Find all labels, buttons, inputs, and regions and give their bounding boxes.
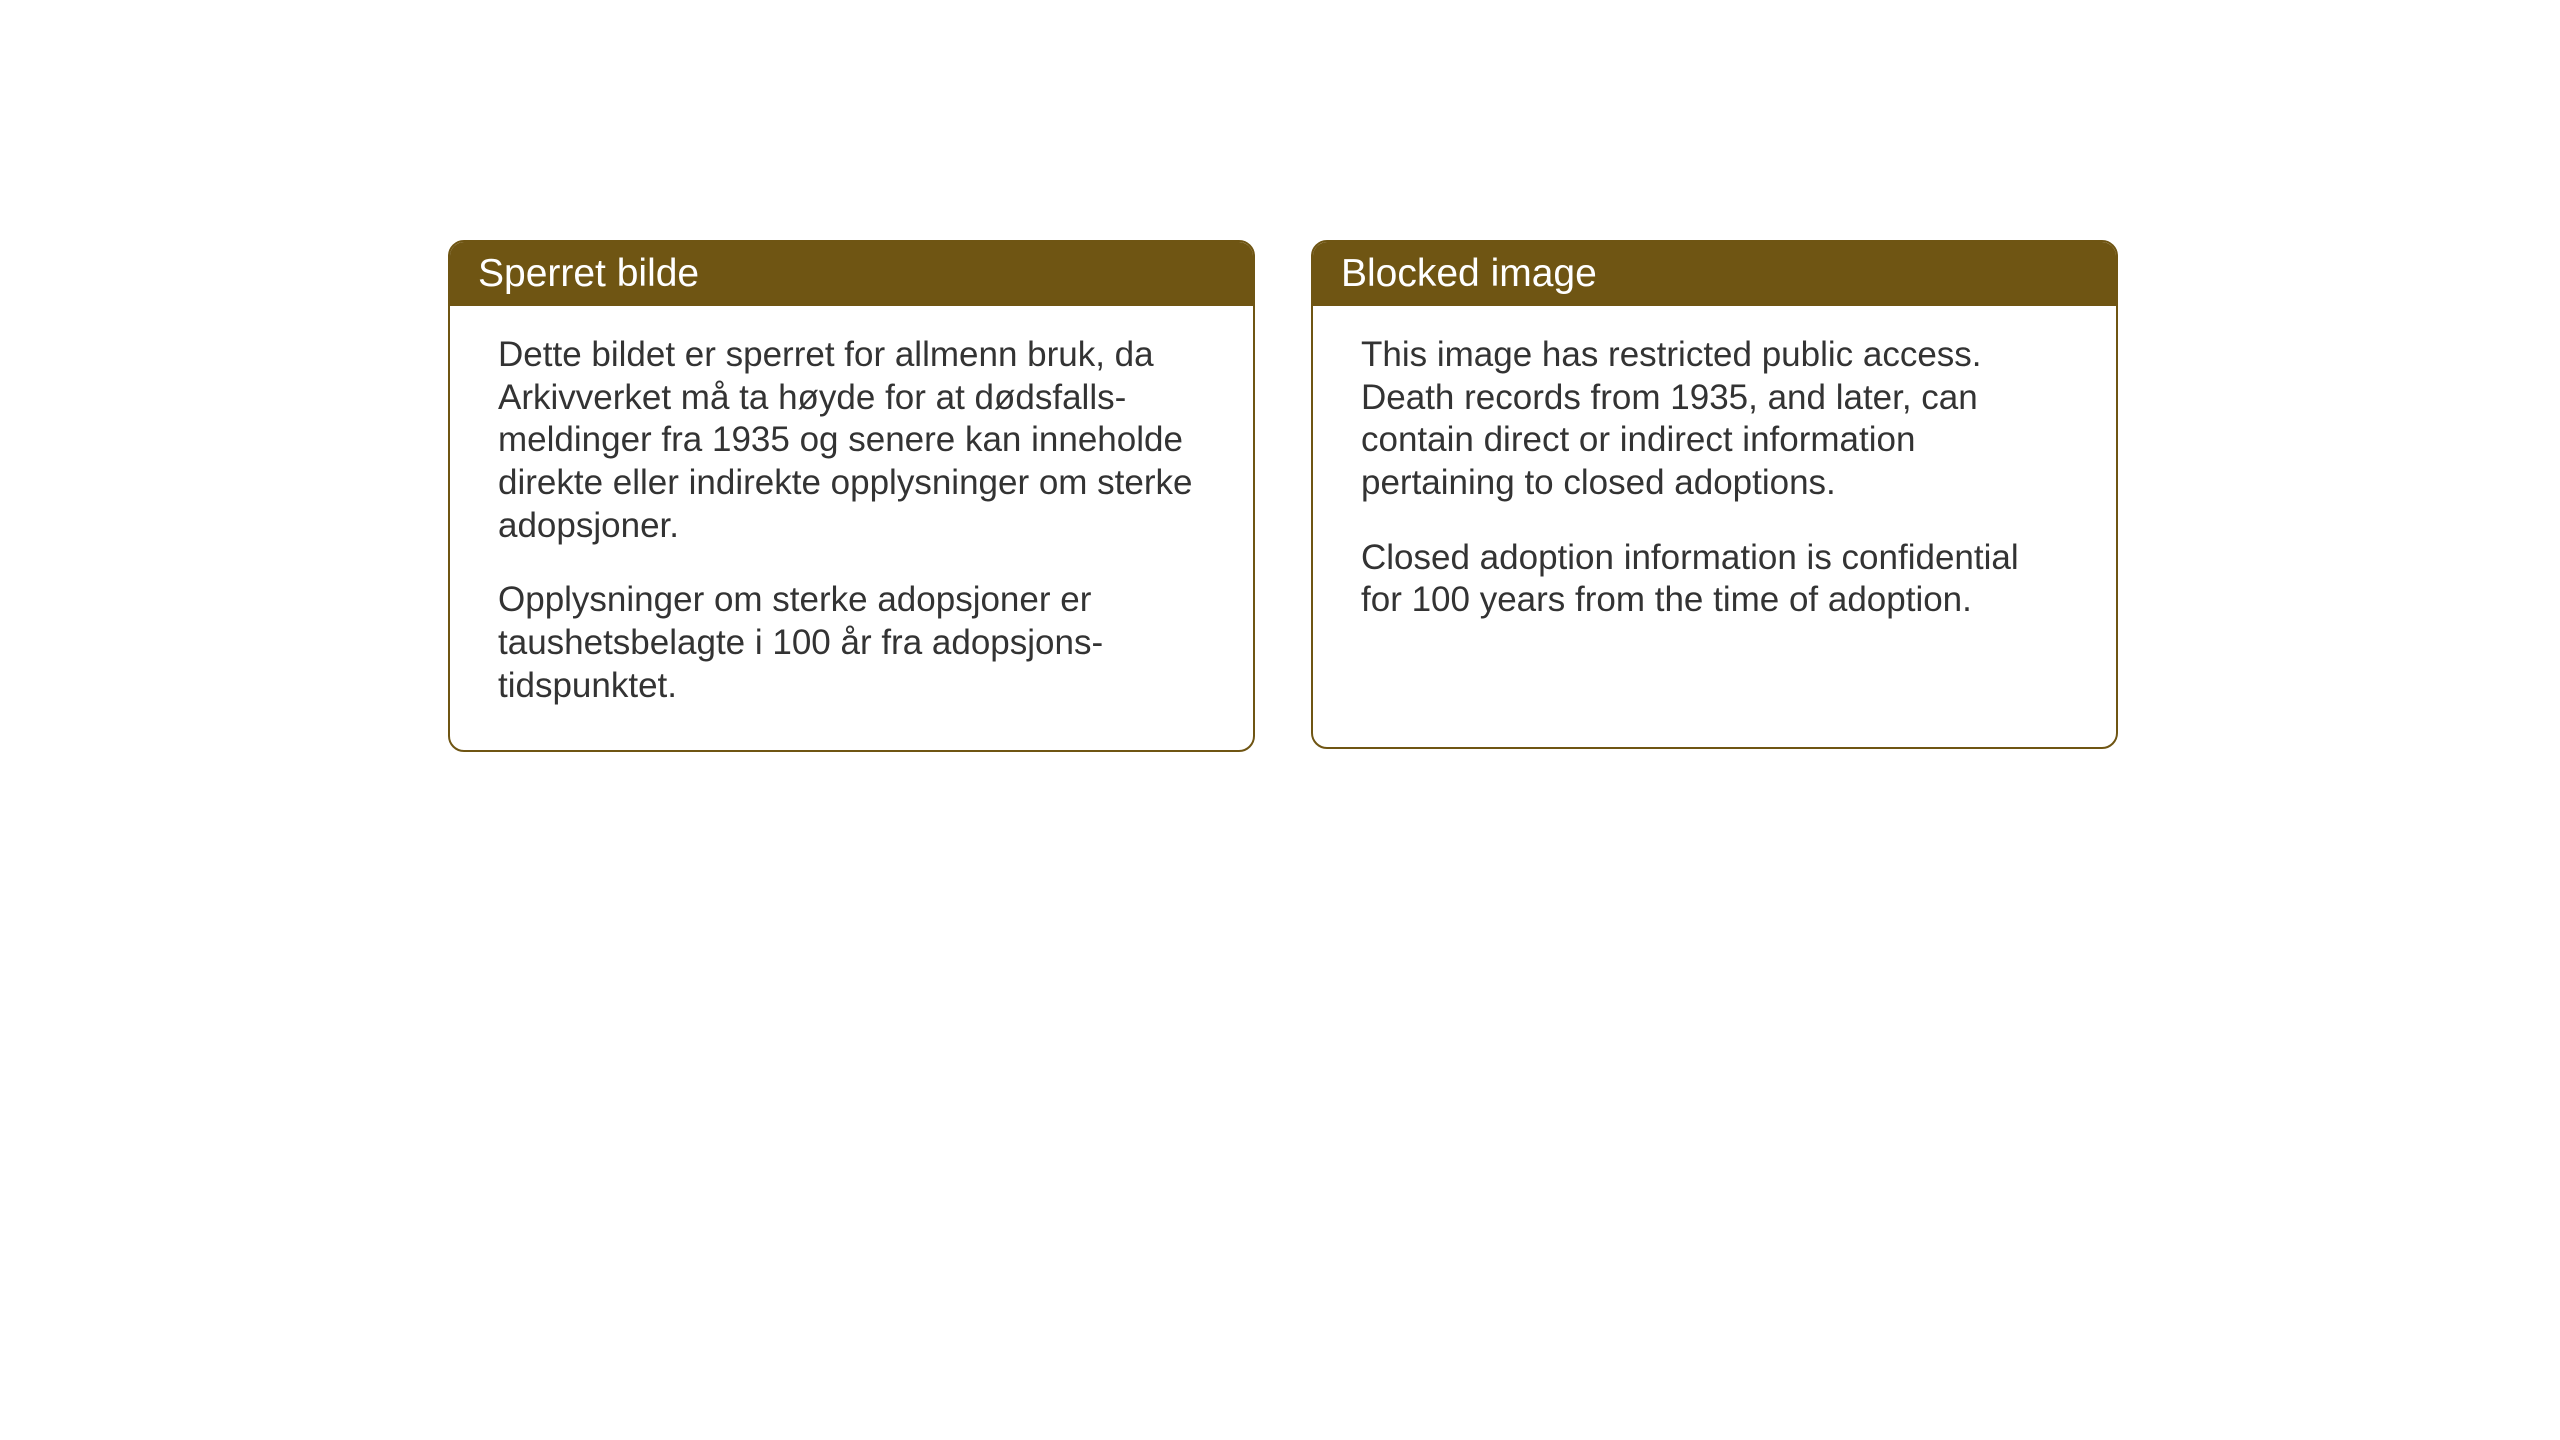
info-box-body-english: This image has restricted public access.… bbox=[1313, 306, 2116, 664]
info-boxes-container: Sperret bilde Dette bildet er sperret fo… bbox=[448, 240, 2118, 752]
info-text-paragraph: Dette bildet er sperret for allmenn bruk… bbox=[498, 334, 1205, 547]
info-box-header-norwegian: Sperret bilde bbox=[450, 242, 1253, 306]
info-text-paragraph: Opplysninger om sterke adopsjoner er tau… bbox=[498, 579, 1205, 707]
info-box-norwegian: Sperret bilde Dette bildet er sperret fo… bbox=[448, 240, 1255, 752]
info-box-english: Blocked image This image has restricted … bbox=[1311, 240, 2118, 749]
info-box-header-english: Blocked image bbox=[1313, 242, 2116, 306]
info-text-paragraph: Closed adoption information is confident… bbox=[1361, 537, 2068, 622]
info-text-paragraph: This image has restricted public access.… bbox=[1361, 334, 2068, 505]
info-box-body-norwegian: Dette bildet er sperret for allmenn bruk… bbox=[450, 306, 1253, 750]
